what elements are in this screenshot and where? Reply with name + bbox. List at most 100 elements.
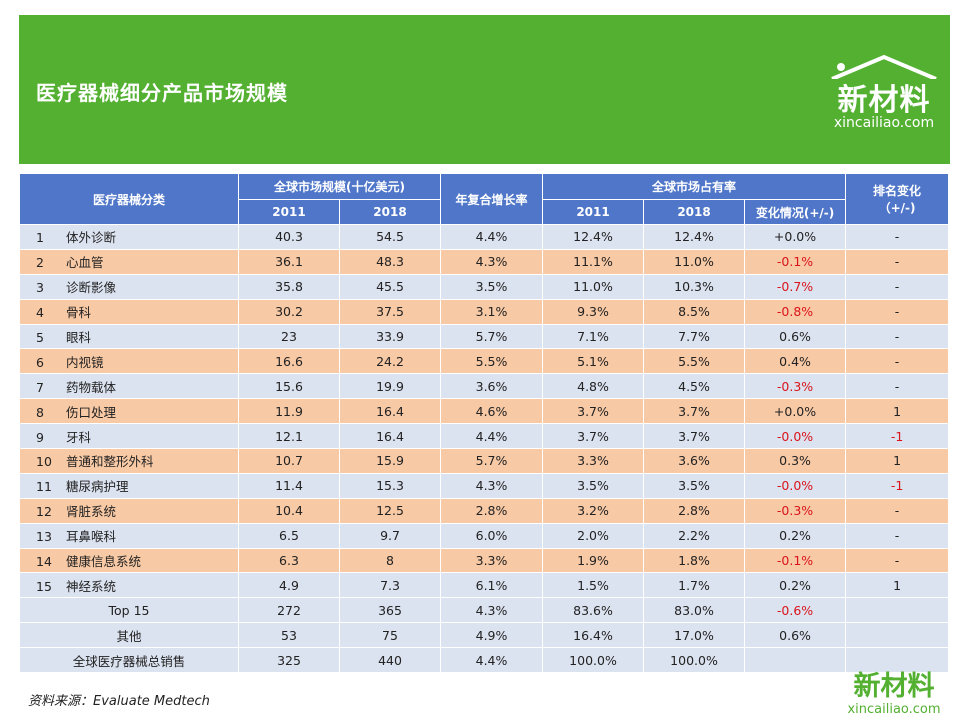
summary-size-2011: 272	[238, 597, 340, 624]
cell-cagr: 3.3%	[440, 547, 544, 574]
cell-share-2018: 1.8%	[643, 547, 746, 574]
cell-size-2018: 54.5	[338, 224, 442, 250]
cell-share-2011: 2.0%	[542, 522, 645, 549]
cell-rank-change: -	[845, 323, 950, 350]
cell-size-2011: 30.2	[238, 298, 340, 325]
row-category-cell: 4 骨科	[19, 298, 239, 325]
cell-size-2011: 16.6	[238, 348, 340, 375]
cell-share-2011: 4.8%	[542, 373, 645, 400]
cell-size-2018: 16.4	[338, 423, 442, 450]
table-row: 8 伤口处理 11.9 16.4 4.6% 3.7% 3.7% +0.0% 1	[19, 398, 950, 425]
row-category-name: 糖尿病护理	[66, 479, 129, 495]
cell-cagr: 5.7%	[440, 448, 544, 474]
cell-size-2018: 37.5	[338, 298, 442, 325]
cell-size-2011: 36.1	[238, 248, 340, 275]
cell-cagr: 6.1%	[440, 572, 544, 599]
cell-size-2011: 6.3	[238, 547, 340, 574]
row-index: 15	[36, 578, 52, 594]
cell-share-2011: 3.7%	[542, 398, 645, 425]
row-category-cell: 2 心血管	[19, 248, 239, 275]
table-subheader-row: 2011 2018 2011 2018 变化情况(+/-)	[20, 199, 949, 225]
summary-share-change	[744, 647, 847, 674]
table-row: 11 糖尿病护理 11.4 15.3 4.3% 3.5% 3.5% -0.0% -1	[19, 472, 950, 499]
cell-size-2011: 12.1	[238, 423, 340, 450]
header-cagr: 年复合增长率	[440, 173, 544, 225]
cell-size-2011: 4.9	[238, 572, 340, 599]
table-row: 13 耳鼻喉科 6.5 9.7 6.0% 2.0% 2.2% 0.2% -	[19, 522, 950, 549]
row-index: 12	[36, 504, 52, 520]
cell-size-2018: 33.9	[338, 323, 442, 350]
cell-share-2018: 4.5%	[643, 373, 746, 400]
cell-size-2018: 16.4	[338, 398, 442, 425]
cell-cagr: 3.1%	[440, 298, 544, 325]
summary-rank-change	[845, 622, 950, 649]
cell-share-2011: 1.9%	[542, 547, 645, 574]
cell-size-2018: 15.9	[338, 448, 442, 474]
cell-size-2018: 19.9	[338, 373, 442, 400]
table-row: 12 肾脏系统 10.4 12.5 2.8% 3.2% 2.8% -0.3% -	[19, 497, 950, 524]
row-index: 6	[36, 354, 44, 370]
summary-rank-change	[845, 597, 950, 624]
table-row: 2 心血管 36.1 48.3 4.3% 11.1% 11.0% -0.1% -	[19, 248, 950, 275]
cell-share-2011: 1.5%	[542, 572, 645, 599]
cell-share-2011: 3.5%	[542, 472, 645, 499]
market-size-table: 医疗器械分类 全球市场规模(十亿美元) 年复合增长率 全球市场占有率 排名变化 …	[19, 173, 950, 674]
table-header-row: 医疗器械分类 全球市场规模(十亿美元) 年复合增长率 全球市场占有率 排名变化 …	[19, 173, 950, 225]
summary-label: Top 15	[19, 597, 239, 624]
row-index: 13	[36, 529, 52, 545]
cell-share-2018: 3.6%	[643, 448, 746, 474]
cell-share-2018: 3.7%	[643, 398, 746, 425]
cell-cagr: 4.6%	[440, 398, 544, 425]
cell-share-change: 0.2%	[744, 522, 847, 549]
summary-size-2018: 365	[338, 597, 442, 624]
cell-share-2018: 5.5%	[643, 348, 746, 375]
row-index: 8	[36, 404, 44, 420]
row-category-cell: 3 诊断影像	[19, 273, 239, 300]
cell-size-2018: 48.3	[338, 248, 442, 275]
summary-share-change: -0.6%	[744, 597, 847, 624]
cell-share-change: -0.7%	[744, 273, 847, 300]
cell-cagr: 2.8%	[440, 497, 544, 524]
table-row: 3 诊断影像 35.8 45.5 3.5% 11.0% 10.3% -0.7% -	[19, 273, 950, 300]
row-index: 9	[36, 429, 44, 445]
row-category-name: 普通和整形外科	[66, 454, 154, 470]
header-size-2018: 2018	[338, 199, 442, 225]
row-category-name: 健康信息系统	[66, 554, 142, 570]
cell-cagr: 4.3%	[440, 248, 544, 275]
table-row: 5 眼科 23 33.9 5.7% 7.1% 7.7% 0.6% -	[19, 323, 950, 350]
summary-row: Top 15 272 365 4.3% 83.6% 83.0% -0.6%	[19, 597, 950, 624]
cell-share-2011: 5.1%	[542, 348, 645, 375]
cell-share-2018: 12.4%	[643, 224, 746, 250]
summary-rank-change	[845, 647, 950, 674]
row-index: 10	[36, 454, 52, 470]
summary-share-2018: 100.0%	[643, 647, 746, 674]
cell-size-2011: 40.3	[238, 224, 340, 250]
summary-share-change: 0.6%	[744, 622, 847, 649]
source-note: 资料来源：Evaluate Medtech	[28, 694, 210, 709]
cell-share-change: -0.1%	[744, 547, 847, 574]
cell-share-change: -0.0%	[744, 423, 847, 450]
row-index: 1	[36, 230, 44, 246]
row-category-name: 药物载体	[66, 379, 117, 395]
header-category: 医疗器械分类	[19, 173, 239, 225]
summary-share-2018: 17.0%	[643, 622, 746, 649]
cell-share-2018: 11.0%	[643, 248, 746, 275]
cell-share-2018: 2.2%	[643, 522, 746, 549]
cell-rank-change: -	[845, 224, 950, 250]
row-category-cell: 7 药物载体	[19, 373, 239, 400]
row-category-name: 眼科	[66, 330, 92, 345]
row-category-cell: 5 眼科	[19, 323, 239, 350]
cell-share-change: -0.0%	[744, 472, 847, 499]
cell-size-2011: 35.8	[238, 273, 340, 300]
row-category-cell: 11 糖尿病护理	[19, 472, 239, 499]
cell-share-2011: 3.7%	[542, 423, 645, 450]
table-row: 9 牙科 12.1 16.4 4.4% 3.7% 3.7% -0.0% -1	[19, 423, 950, 450]
row-index: 7	[36, 379, 44, 395]
cell-share-2018: 3.5%	[643, 472, 746, 499]
header-market-size: 全球市场规模(十亿美元)	[237, 173, 442, 200]
cell-rank-change: -	[845, 522, 950, 549]
cell-size-2018: 24.2	[338, 348, 442, 375]
cell-share-2011: 3.3%	[542, 448, 645, 474]
cell-size-2011: 11.4	[238, 472, 340, 499]
row-category-cell: 14 健康信息系统	[19, 547, 239, 574]
